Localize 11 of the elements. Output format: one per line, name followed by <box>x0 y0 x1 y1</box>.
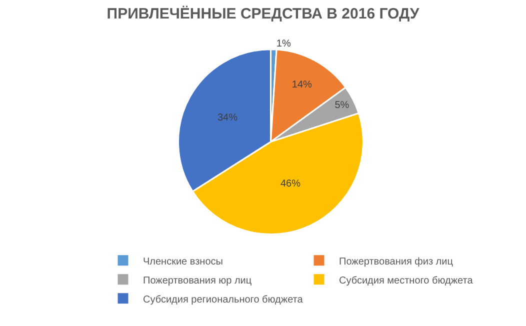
data-label: 34% <box>217 112 238 124</box>
chart-title: ПРИВЛЕЧЁННЫЕ СРЕДСТВА В 2016 ГОДУ <box>106 6 420 23</box>
legend-label: Субсидия местного бюджета <box>339 275 474 286</box>
legend-label: Субсидия регионального бюджета <box>143 294 304 306</box>
legend-label: Членские взносы <box>143 256 223 268</box>
data-label: 46% <box>280 178 301 190</box>
legend-label: Пожертвования юр лиц <box>143 275 252 286</box>
legend-label: Пожертвования физ лиц <box>339 256 454 268</box>
data-label: 14% <box>292 79 312 90</box>
data-label: 1% <box>276 38 291 50</box>
data-label: 5% <box>334 100 350 112</box>
